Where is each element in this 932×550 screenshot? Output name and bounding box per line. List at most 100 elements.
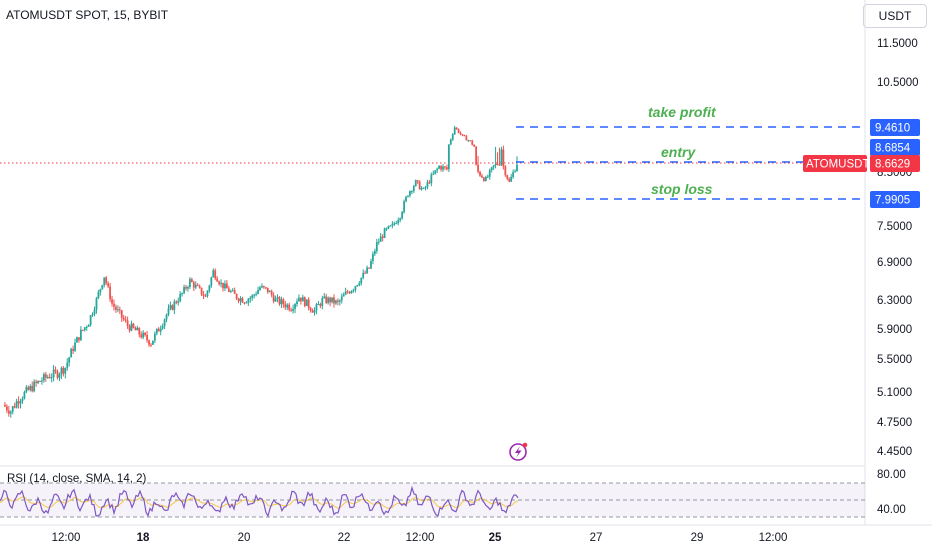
candle-body <box>299 297 302 302</box>
candle-body <box>261 285 263 288</box>
lightning-icon[interactable] <box>509 443 527 461</box>
candle-body <box>436 168 439 171</box>
candle-body <box>346 291 349 293</box>
candle-body <box>477 164 479 172</box>
candle-body <box>432 173 435 175</box>
candle-body <box>430 174 433 184</box>
candle-body <box>113 303 115 307</box>
candle-body <box>420 188 423 190</box>
candle-body <box>264 287 267 289</box>
candle-body <box>510 176 513 182</box>
candle-body <box>350 290 353 294</box>
candle-body <box>91 314 94 316</box>
candle-body <box>146 335 148 341</box>
candle-body <box>276 297 279 299</box>
candle-body <box>214 270 217 279</box>
candle-body <box>81 329 84 331</box>
rsi-sma-line <box>0 496 519 509</box>
take-profit-price-tag: 9.4610 <box>875 123 910 135</box>
time-tick-label: 27 <box>590 532 603 544</box>
candle-body <box>278 297 281 305</box>
candle-body <box>500 149 503 165</box>
candle-body <box>109 286 111 300</box>
price-tick-label: 7.5000 <box>877 221 912 233</box>
candle-body <box>56 371 59 378</box>
time-tick-label: 29 <box>691 532 704 544</box>
candle-body <box>449 139 452 145</box>
candle-body <box>451 134 454 140</box>
candle-body <box>58 374 61 378</box>
candle-body <box>494 163 497 166</box>
price-tick-label: 11.5000 <box>877 38 918 50</box>
candle-body <box>391 223 394 226</box>
candle-body <box>194 284 197 288</box>
candle-body <box>216 278 219 282</box>
candle-body <box>144 332 147 336</box>
candle-body <box>292 308 294 311</box>
candle-body <box>303 297 306 307</box>
candle-body <box>457 129 460 133</box>
price-tick-label: 5.9000 <box>877 324 912 336</box>
candle-body <box>62 367 65 374</box>
candle-body <box>202 294 205 296</box>
candle-body <box>340 296 343 301</box>
candle-body <box>78 337 80 341</box>
candle-body <box>434 170 437 174</box>
rsi-title: RSI (14, close, SMA, 14, 2) <box>7 473 147 485</box>
candle-body <box>504 166 507 176</box>
candle-body <box>467 140 470 142</box>
candle-body <box>418 181 421 190</box>
candle-body <box>11 406 14 412</box>
candle-body <box>122 317 125 320</box>
candle-body <box>409 191 411 196</box>
candle-body <box>134 327 137 331</box>
candle-body <box>128 325 131 331</box>
candle-body <box>395 223 398 225</box>
candle-body <box>105 277 108 284</box>
candle-body <box>220 282 222 285</box>
candle-body <box>132 323 135 328</box>
candle-body <box>115 306 117 310</box>
candle-body <box>31 385 34 392</box>
candle-body <box>414 180 417 187</box>
candle-body <box>483 177 485 181</box>
candle-body <box>387 225 390 229</box>
candle-body <box>424 187 427 189</box>
stop-loss-price-tag: 7.9905 <box>875 195 910 207</box>
candle-body <box>50 377 53 379</box>
candle-body <box>237 298 240 302</box>
price-tick-label: 5.1000 <box>877 387 912 399</box>
symbol-title[interactable]: ATOMUSDT SPOT, 15, BYBIT <box>6 8 169 22</box>
candle-body <box>235 293 238 299</box>
currency-button[interactable]: USDT <box>863 4 927 28</box>
time-tick-label: 20 <box>238 532 251 544</box>
candle-body <box>438 166 441 169</box>
candle-body <box>383 228 386 238</box>
candle-body <box>208 285 211 291</box>
candle-body <box>120 310 123 318</box>
candle-body <box>377 241 380 243</box>
candle-body <box>155 328 158 334</box>
candle-body <box>360 277 363 284</box>
candle-body <box>70 348 73 358</box>
candle-body <box>397 220 400 224</box>
candle-body <box>206 290 209 296</box>
candle-body <box>21 398 24 402</box>
candle-body <box>272 295 275 302</box>
candle-body <box>490 167 493 171</box>
candle-body <box>218 281 221 285</box>
candle-body <box>52 369 55 378</box>
candle-body <box>185 286 187 289</box>
candle-body <box>508 178 511 182</box>
candle-body <box>373 251 376 254</box>
candle-body <box>150 344 152 346</box>
entry-price-tag: 8.6854 <box>875 143 911 155</box>
notification-dot-icon <box>522 442 528 448</box>
candle-body <box>37 380 39 383</box>
candle-body <box>422 187 425 189</box>
candle-body <box>41 380 43 382</box>
candle-body <box>148 340 150 345</box>
candle-body <box>502 149 505 167</box>
candle-body <box>169 305 172 309</box>
